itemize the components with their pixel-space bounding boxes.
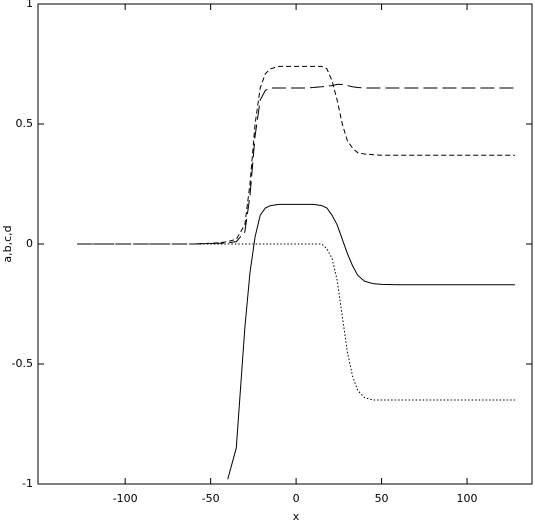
x-tick-label: 0 <box>293 492 300 505</box>
x-axis-label: x <box>293 510 300 523</box>
x-tick-label: 50 <box>375 492 389 505</box>
data-line <box>227 203 515 480</box>
y-tick-label: -0.5 <box>12 357 33 370</box>
y-tick-label: -1 <box>22 477 33 490</box>
x-tick-label: 100 <box>457 492 478 505</box>
x-tick-label: -50 <box>202 492 220 505</box>
data-line <box>77 65 515 245</box>
y-tick-label: 0 <box>26 237 33 250</box>
x-tick-label: -100 <box>113 492 138 505</box>
y-tick-label: 0.5 <box>16 117 34 130</box>
y-tick-label: 1 <box>26 0 33 10</box>
data-line <box>77 83 515 245</box>
data-line <box>77 243 515 401</box>
y-axis-label: a,b,c,d <box>1 225 14 262</box>
